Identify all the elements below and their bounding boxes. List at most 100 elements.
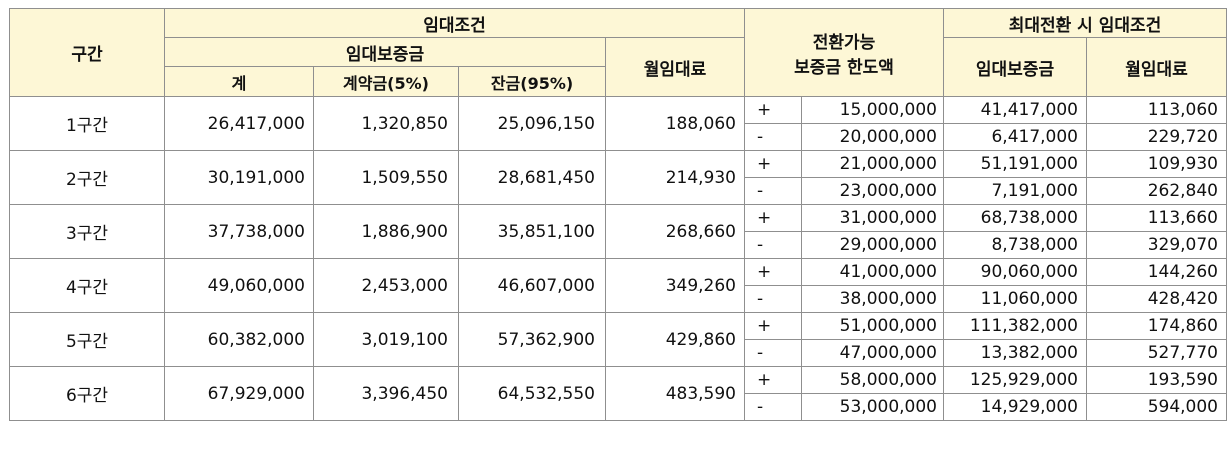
- max-rent-cell: 109,930: [1086, 150, 1227, 178]
- table-row: -38,000,000 11,060,000 428,420: [10, 285, 1227, 313]
- header-section: 구간: [9, 8, 165, 97]
- contract-cell: 1,320,850: [313, 96, 459, 151]
- max-deposit-cell: 6,417,000: [943, 123, 1087, 151]
- contract-cell: 3,396,450: [313, 366, 459, 421]
- sign-plus-cell: +: [744, 258, 802, 286]
- table-row: 2구간 30,191,000 1,509,550 28,681,450 214,930 +…: [9, 150, 1227, 205]
- header-max-conversion: 최대전환 시 임대조건: [943, 8, 1227, 38]
- max-deposit-cell: 41,417,000: [943, 96, 1087, 124]
- balance-cell: 64,532,550: [458, 366, 606, 421]
- max-deposit-cell: 125,929,000: [943, 366, 1087, 394]
- section-cell: 6구간: [9, 366, 165, 421]
- monthly-rent-cell: 188,060: [605, 96, 745, 151]
- max-rent-cell: 174,860: [1086, 312, 1227, 340]
- header-conversion-limit: 전환가능 보증금 한도액: [744, 8, 944, 97]
- header-max-rent: 월임대료: [1086, 37, 1227, 97]
- conversion-limit-cell: 41,000,000: [801, 258, 944, 286]
- contract-cell: 2,453,000: [313, 258, 459, 313]
- deposit-total-cell: 67,929,000: [164, 366, 314, 421]
- header-rent-conditions: 임대조건: [164, 8, 745, 38]
- conversion-limit-cell: 23,000,000: [801, 177, 944, 205]
- sign-minus-cell: -: [744, 285, 802, 313]
- monthly-rent-cell: 483,590: [605, 366, 745, 421]
- monthly-rent-cell: 214,930: [605, 150, 745, 205]
- header-contract: 계약금(5%): [313, 66, 459, 97]
- section-cell: 5구간: [9, 312, 165, 367]
- header-max-deposit: 임대보증금: [943, 37, 1087, 97]
- max-rent-cell: 113,660: [1086, 204, 1227, 232]
- contract-cell: 3,019,100: [313, 312, 459, 367]
- deposit-total-cell: 26,417,000: [164, 96, 314, 151]
- balance-cell: 28,681,450: [458, 150, 606, 205]
- header-conversion-limit-line2: 보증금 한도액: [794, 57, 894, 78]
- section-cell: 3구간: [9, 204, 165, 259]
- table-row: -47,000,000 13,382,000 527,770: [10, 339, 1227, 367]
- contract-cell: 1,886,900: [313, 204, 459, 259]
- table-row: 5구간 60,382,000 3,019,100 57,362,900 429,860 +…: [9, 312, 1227, 367]
- max-rent-cell: 193,590: [1086, 366, 1227, 394]
- deposit-total-cell: 30,191,000: [164, 150, 314, 205]
- max-rent-cell: 594,000: [1086, 393, 1227, 421]
- deposit-total-cell: 49,060,000: [164, 258, 314, 313]
- table-row: 4구간 49,060,000 2,453,000 46,607,000 349,260 +…: [9, 258, 1227, 313]
- conversion-limit-cell: 58,000,000: [801, 366, 944, 394]
- max-deposit-cell: 7,191,000: [943, 177, 1087, 205]
- table-row: 3구간 37,738,000 1,886,900 35,851,100 268,660 +…: [9, 204, 1227, 259]
- balance-cell: 25,096,150: [458, 96, 606, 151]
- table-row: -29,000,000 8,738,000 329,070: [10, 231, 1227, 259]
- table-row: 1구간 26,417,000 1,320,850 25,096,150 188,060 +…: [9, 96, 1227, 151]
- conversion-limit-cell: 21,000,000: [801, 150, 944, 178]
- rent-conditions-table: 구간 임대조건 전환가능 보증금 한도액 최대전환 시 임대조건 임대보증금 월…: [9, 8, 1227, 421]
- header-balance: 잔금(95%): [458, 66, 606, 97]
- max-rent-cell: 428,420: [1086, 285, 1227, 313]
- table-row: 6구간 67,929,000 3,396,450 64,532,550 483,590 +…: [9, 366, 1227, 421]
- table-row: -53,000,000 14,929,000 594,000: [10, 393, 1227, 421]
- max-rent-cell: 144,260: [1086, 258, 1227, 286]
- sign-plus-cell: +: [744, 312, 802, 340]
- header-monthly-rent: 월임대료: [605, 37, 745, 97]
- balance-cell: 57,362,900: [458, 312, 606, 367]
- max-deposit-cell: 90,060,000: [943, 258, 1087, 286]
- conversion-limit-cell: 29,000,000: [801, 231, 944, 259]
- max-rent-cell: 113,060: [1086, 96, 1227, 124]
- max-deposit-cell: 8,738,000: [943, 231, 1087, 259]
- header-conversion-limit-line1: 전환가능: [812, 32, 876, 53]
- monthly-rent-cell: 429,860: [605, 312, 745, 367]
- max-deposit-cell: 13,382,000: [943, 339, 1087, 367]
- conversion-limit-cell: 38,000,000: [801, 285, 944, 313]
- table-body: 1구간 26,417,000 1,320,850 25,096,150 188,060 +…: [9, 96, 1227, 421]
- monthly-rent-cell: 349,260: [605, 258, 745, 313]
- section-cell: 2구간: [9, 150, 165, 205]
- conversion-limit-cell: 47,000,000: [801, 339, 944, 367]
- max-rent-cell: 229,720: [1086, 123, 1227, 151]
- sign-minus-cell: -: [744, 177, 802, 205]
- max-deposit-cell: 11,060,000: [943, 285, 1087, 313]
- sign-plus-cell: +: [744, 150, 802, 178]
- conversion-limit-cell: 20,000,000: [801, 123, 944, 151]
- sign-plus-cell: +: [744, 96, 802, 124]
- max-rent-cell: 329,070: [1086, 231, 1227, 259]
- max-rent-cell: 262,840: [1086, 177, 1227, 205]
- header-total: 계: [164, 66, 314, 97]
- sign-minus-cell: -: [744, 339, 802, 367]
- table-row: -23,000,000 7,191,000 262,840: [10, 177, 1227, 205]
- conversion-limit-cell: 51,000,000: [801, 312, 944, 340]
- max-deposit-cell: 14,929,000: [943, 393, 1087, 421]
- sign-minus-cell: -: [744, 123, 802, 151]
- max-rent-cell: 527,770: [1086, 339, 1227, 367]
- sign-minus-cell: -: [744, 231, 802, 259]
- contract-cell: 1,509,550: [313, 150, 459, 205]
- header-deposit: 임대보증금: [164, 37, 606, 67]
- sign-plus-cell: +: [744, 366, 802, 394]
- conversion-limit-cell: 53,000,000: [801, 393, 944, 421]
- max-deposit-cell: 111,382,000: [943, 312, 1087, 340]
- section-cell: 4구간: [9, 258, 165, 313]
- conversion-limit-cell: 15,000,000: [801, 96, 944, 124]
- deposit-total-cell: 37,738,000: [164, 204, 314, 259]
- sign-minus-cell: -: [744, 393, 802, 421]
- sign-plus-cell: +: [744, 204, 802, 232]
- max-deposit-cell: 51,191,000: [943, 150, 1087, 178]
- monthly-rent-cell: 268,660: [605, 204, 745, 259]
- balance-cell: 35,851,100: [458, 204, 606, 259]
- deposit-total-cell: 60,382,000: [164, 312, 314, 367]
